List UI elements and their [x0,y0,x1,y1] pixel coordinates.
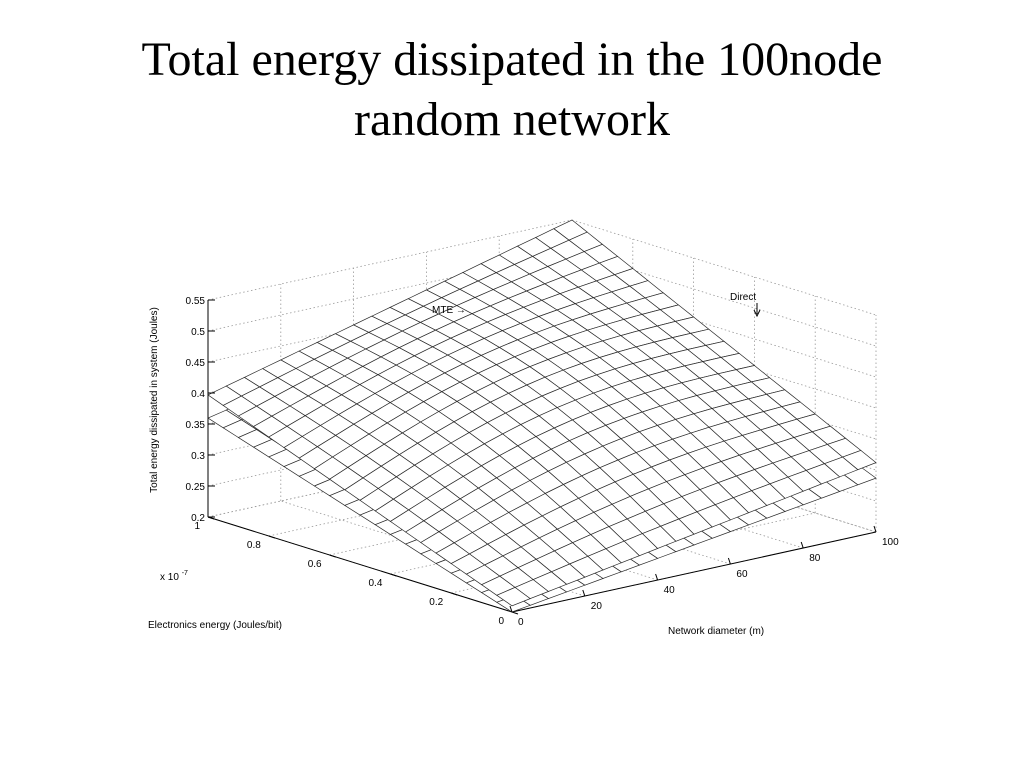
y-axis-line [511,531,877,613]
z-tick-label: 0.35 [186,420,206,431]
y-tick-label: 20 [591,601,603,612]
x-tick-label: 0.8 [247,540,261,551]
surface-mte-mesh [207,219,877,607]
title-line-2: random network [354,93,670,146]
x-axis-line [207,516,513,613]
x-tick [511,611,519,615]
y-axis-label: Network diameter (m) [668,626,764,637]
x-tick-label: 1 [194,521,200,532]
y-tick [873,525,877,533]
z-axis-label: Total energy dissipated in system (Joule… [149,307,160,493]
x-scale-base: x 10 [160,572,179,583]
x-scale-exponent: -7 [182,570,188,577]
slide-title: Total energy dissipated in the 100node r… [0,30,1024,150]
y-tick [582,589,586,597]
y-tick-label: 80 [809,553,821,564]
x-tick-label: 0.2 [429,597,443,608]
z-tick-label: 0.3 [191,451,205,462]
axis-frame [207,300,877,613]
x-axis-label: Electronics energy (Joules/bit) [148,620,282,631]
x-scale-label: x 10 -7 [160,570,188,583]
z-tick-label: 0.5 [191,327,205,338]
y-tick-label: 60 [736,569,748,580]
x-tick-label: 0.4 [368,578,382,589]
tick-labels: 0.2 0.25 0.3 0.35 0.4 0.45 0.5 0.55 0 0.2 0.4 0.6 0.… [186,296,900,628]
y-tick-label: 40 [664,585,676,596]
title-line-1: Total energy dissipated in the 100node [141,33,883,86]
y-tick [509,605,513,613]
y-tick [655,573,659,581]
x-tick [451,592,458,596]
z-tick-label: 0.2 [191,513,205,524]
x-tick-label: 0 [498,616,504,627]
y-tick [727,557,731,565]
y-tick [800,541,804,549]
annotation-direct-arrowhead [753,309,761,318]
y-tick-label: 100 [882,537,899,548]
annotation-direct: Direct [730,292,756,303]
x-tick [207,516,215,520]
z-tick-label: 0.25 [186,482,206,493]
y-tick-label: 0 [518,617,524,628]
annotation-mte: MTE → [432,305,466,316]
x-tick [390,573,397,577]
z-tick-label: 0.55 [186,296,206,307]
grid-line [571,219,877,316]
x-tick [268,535,275,539]
x-tick-label: 0.6 [308,559,322,570]
surface-cell [496,586,531,607]
z-tick-label: 0.45 [186,358,206,369]
z-tick-label: 0.4 [191,389,205,400]
x-tick [329,554,336,558]
